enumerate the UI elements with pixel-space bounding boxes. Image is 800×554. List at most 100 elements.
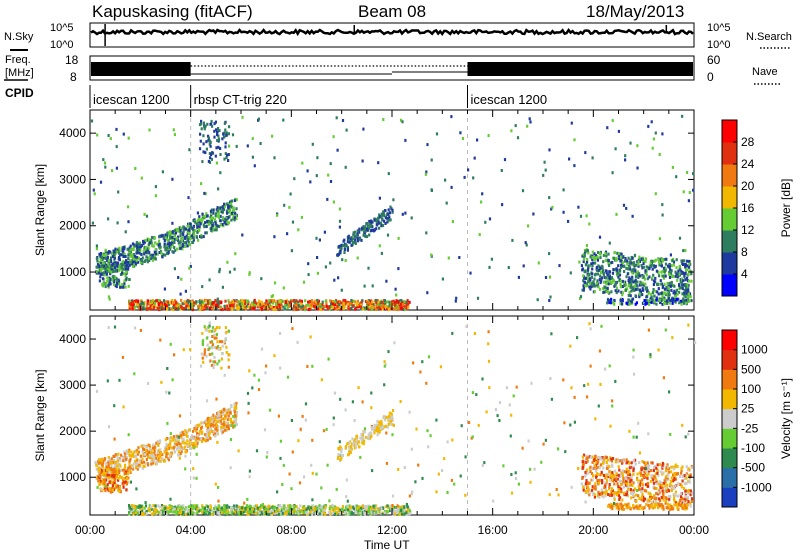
data-cell [227,153,230,156]
data-cell [111,461,114,465]
data-cell [616,271,619,275]
data-cell [167,506,170,510]
data-cell [458,256,461,259]
data-cell [226,509,229,513]
data-cell [690,497,694,501]
data-cell [670,264,673,268]
data-cell [573,164,576,168]
data-cell [116,456,120,460]
data-cell [631,268,634,272]
data-cell [279,299,282,303]
data-cell [628,291,631,294]
data-cell [180,450,183,454]
data-cell [669,285,672,288]
data-cell [207,423,210,427]
data-cell [623,270,626,273]
data-cell [102,282,105,286]
data-cell [668,301,671,305]
data-cell [223,131,226,135]
data-cell [327,173,330,177]
data-cell [317,299,321,303]
data-cell [228,125,231,129]
data-cell [388,215,391,219]
data-cell [227,424,230,428]
data-cell [604,276,608,280]
data-cell [686,283,689,287]
data-cell [381,217,384,221]
data-cell [216,428,219,432]
data-cell [111,263,114,267]
data-cell [115,166,118,170]
data-cell [225,209,228,213]
data-cell [193,220,196,224]
data-cell [232,216,235,220]
data-cell [651,146,654,150]
data-cell [200,300,203,304]
data-cell [93,192,96,196]
data-cell [615,212,618,216]
data-cell [99,252,103,255]
data-cell [582,288,585,292]
data-cell [249,507,252,511]
data-cell [118,463,121,467]
data-cell [232,512,235,516]
data-cell [396,508,399,512]
data-cell [223,408,226,411]
data-cell [154,256,157,260]
data-cell [214,434,217,438]
data-cell [683,259,686,263]
data-cell [623,470,626,474]
data-cell [179,447,182,451]
data-cell [215,128,218,132]
data-cell [227,511,230,515]
data-cell [250,307,253,311]
data-cell [190,446,193,450]
data-cell [636,260,639,264]
data-cell [645,301,648,305]
data-cell [387,219,390,223]
data-cell [282,286,285,290]
data-cell [200,421,203,425]
data-cell [173,246,176,249]
data-cell [156,307,159,310]
data-cell [107,465,110,468]
data-cell [220,307,223,311]
data-cell [145,509,148,513]
data-cell [309,307,312,311]
data-cell [398,506,401,509]
data-cell [216,431,219,435]
data-cell [275,306,278,309]
data-cell [244,302,247,306]
data-cell [613,302,616,306]
data-cell [167,452,170,456]
data-cell [342,305,345,308]
data-cell [150,462,153,466]
data-cell [323,508,326,512]
data-cell [157,504,160,508]
data-cell [661,213,664,217]
data-cell [582,274,585,278]
data-cell [218,206,221,210]
data-cell [114,269,118,273]
data-cell [208,416,211,420]
data-cell [221,307,224,311]
data-cell [395,293,398,297]
data-cell [115,127,118,131]
data-cell [320,303,323,307]
data-cell [233,199,236,203]
data-cell [119,267,122,271]
data-cell [500,169,503,172]
data-cell [255,504,259,508]
data-cell [196,222,199,226]
data-cell [157,449,160,452]
data-cell [343,251,346,254]
data-cell [124,480,128,484]
data-cell [105,253,108,257]
nsearch-label: N.Search [746,31,792,43]
data-cell [229,209,232,213]
data-cell [185,300,188,304]
data-cell [150,456,153,460]
data-cell [206,426,209,430]
data-cell [193,301,196,305]
data-cell [173,133,176,137]
